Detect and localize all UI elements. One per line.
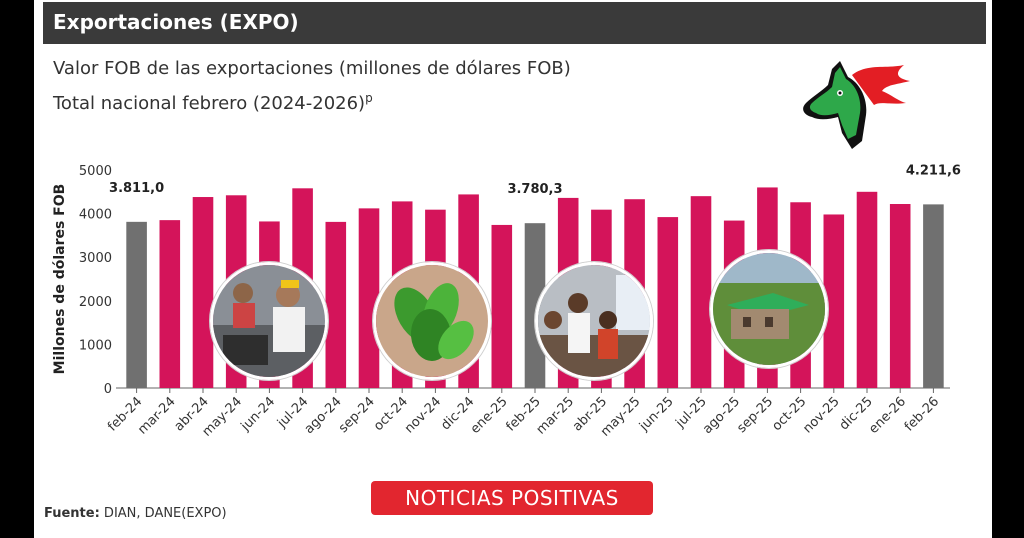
bar-sep-24 — [358, 208, 380, 388]
x-tick-label: feb-26 — [902, 394, 942, 434]
photo-crowd-circle — [535, 262, 653, 380]
subtitle-line2-sup: p — [365, 91, 373, 105]
y-tick-label: 3000 — [79, 251, 112, 266]
noticias-positivas-banner: NOTICIAS POSITIVAS — [371, 481, 653, 515]
photo-workers-image — [213, 265, 325, 377]
y-tick-label: 2000 — [79, 295, 112, 310]
photo-house-image — [713, 253, 825, 365]
chart-source: Fuente: DIAN, DANE(EXPO) — [44, 506, 227, 521]
chart-subtitle-line1: Valor FOB de las exportaciones (millones… — [53, 58, 571, 79]
photo-leaves-image — [376, 265, 488, 377]
bar-nov-25 — [823, 214, 845, 388]
x-tick-label: ago-25 — [700, 394, 743, 437]
chart-subtitle-line2: Total nacional febrero (2024-2026)p — [53, 91, 373, 114]
x-tick-label: nov-25 — [800, 394, 842, 436]
x-tick-label: ene-25 — [468, 394, 511, 437]
x-tick-label: ene-26 — [866, 394, 909, 437]
header-bar: Exportaciones (EXPO) — [43, 2, 986, 44]
bar-abr-24 — [192, 197, 214, 388]
subtitle-line2-text: Total nacional febrero (2024-2026) — [53, 93, 366, 114]
source-text: DIAN, DANE(EXPO) — [99, 506, 227, 521]
x-tick-label: mar-25 — [534, 394, 577, 437]
y-tick-label: 4000 — [79, 208, 112, 223]
bar-ene-26 — [889, 204, 911, 388]
x-tick-label: mar-24 — [135, 394, 178, 437]
x-tick-label: jun-25 — [636, 394, 677, 435]
bar-dic-25 — [856, 191, 878, 388]
data-label-feb-24: 3.811,0 — [109, 181, 164, 196]
bar-ene-25 — [491, 224, 513, 388]
bar-jul-25 — [690, 196, 712, 388]
bar-mar-24 — [159, 220, 181, 388]
photo-workers-circle — [210, 262, 328, 380]
bar-ago-24 — [325, 221, 347, 388]
data-label-feb-25: 3.780,3 — [507, 182, 562, 197]
x-tick-label: sep-24 — [336, 394, 378, 436]
bar-feb-26 — [923, 204, 944, 388]
x-tick-label: nov-24 — [402, 394, 444, 436]
x-tick-label: ago-24 — [302, 394, 345, 437]
data-label-feb-26: 4.211,6 — [906, 163, 961, 178]
photo-coca-leaves-circle — [373, 262, 491, 380]
bar-jun-25 — [657, 217, 679, 388]
photo-crowd-image — [538, 265, 650, 377]
y-tick-label: 0 — [104, 382, 112, 397]
y-axis-title: Millones de dólares FOB — [52, 184, 68, 375]
content-panel: Exportaciones (EXPO) Valor FOB de las ex… — [34, 0, 992, 538]
x-tick-label: jun-24 — [238, 394, 279, 435]
source-label: Fuente: — [44, 506, 100, 521]
bar-feb-24 — [126, 221, 147, 388]
x-tick-label: sep-25 — [734, 394, 776, 436]
y-tick-label: 1000 — [79, 338, 112, 353]
horse-head-logo — [803, 61, 910, 149]
header-title: Exportaciones (EXPO) — [53, 10, 299, 34]
photo-house-circle — [710, 250, 828, 368]
y-tick-label: 5000 — [79, 164, 112, 179]
